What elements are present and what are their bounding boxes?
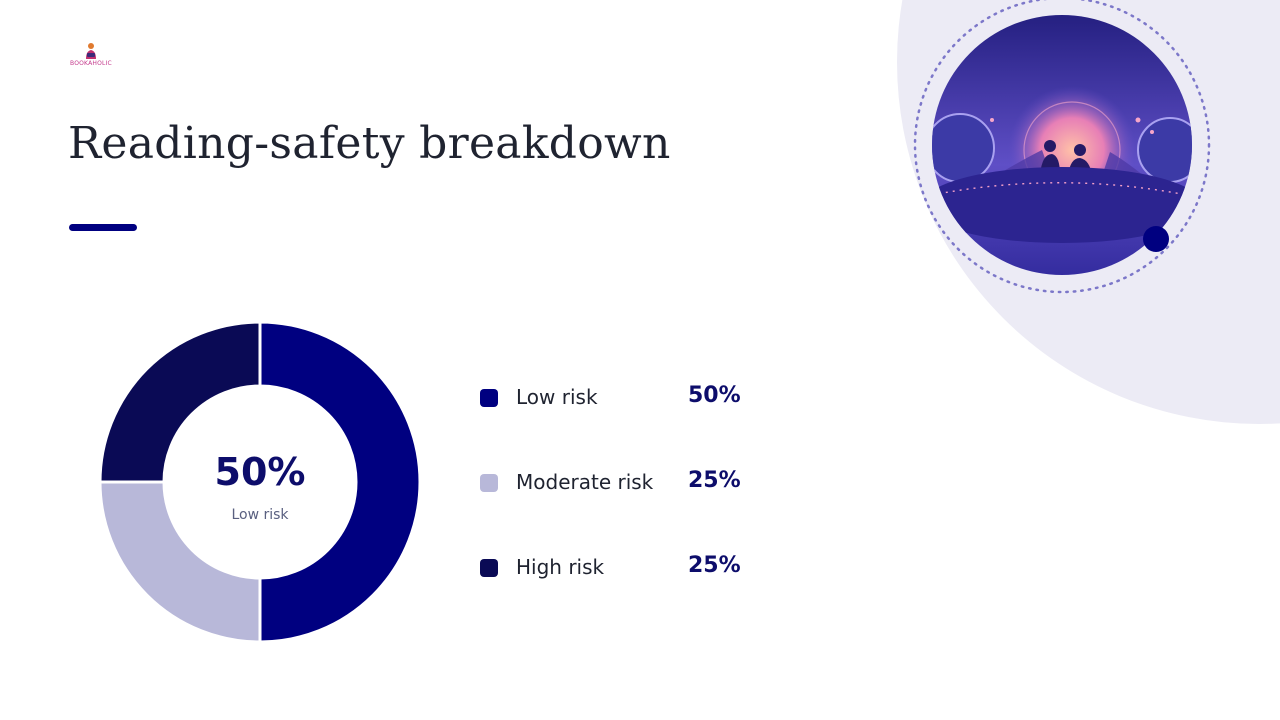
logo: BOOKAHOLIC: [70, 42, 112, 68]
title-accent-bar: [69, 224, 137, 231]
legend-swatch-moderate-risk: [480, 474, 498, 492]
center-label: Low risk: [231, 507, 289, 523]
legend-item-low-risk: Low risk 50%: [480, 381, 750, 415]
legend-value-low-risk: 50%: [688, 383, 741, 408]
legend-label-low-risk: Low risk: [516, 385, 598, 409]
legend-label-moderate-risk: Moderate risk: [516, 470, 654, 494]
legend-label-high-risk: High risk: [516, 555, 605, 579]
legend-item-high-risk: High risk 25%: [480, 551, 750, 585]
donut-slice-moderate-risk: [100, 480, 262, 642]
legend-value-moderate-risk: 25%: [688, 468, 741, 493]
donut-slice-low-risk: [258, 322, 420, 642]
legend-value-high-risk: 25%: [688, 553, 741, 578]
donut-slice-high-risk: [100, 322, 262, 484]
people-under-glowing-moon-icon: [913, 0, 1211, 294]
page-title: Reading-safety breakdown: [68, 118, 671, 169]
reader-figure-icon: [86, 43, 96, 59]
center-value: 50%: [214, 450, 306, 494]
logo-text: BOOKAHOLIC: [70, 60, 112, 67]
legend-swatch-high-risk: [480, 559, 498, 577]
legend-swatch-low-risk: [480, 389, 498, 407]
risk-donut-chart: [100, 322, 420, 642]
legend-item-moderate-risk: Moderate risk 25%: [480, 466, 750, 500]
